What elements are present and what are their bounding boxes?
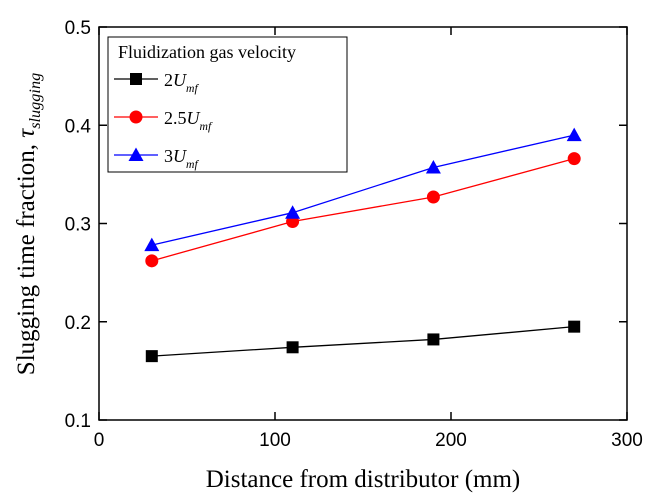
legend-marker <box>128 147 144 161</box>
marker <box>567 152 581 166</box>
legend-label: 2.5Umf <box>164 108 213 133</box>
series-line <box>151 134 575 246</box>
y-tick-label: 0.5 <box>65 18 91 39</box>
marker <box>145 350 158 363</box>
marker <box>285 205 301 219</box>
marker <box>425 159 441 174</box>
x-tick-label: 300 <box>611 430 643 451</box>
y-tick-label: 0.3 <box>65 215 91 236</box>
legend-title: Fluidization gas velocity <box>118 42 296 62</box>
legend-marker <box>130 73 142 85</box>
marker <box>426 190 440 204</box>
x-axis-label: Distance from distributor (mm) <box>206 466 521 493</box>
series-line <box>151 158 575 262</box>
marker <box>145 254 159 268</box>
y-tick-label: 0.4 <box>65 116 92 137</box>
x-tick-label: 100 <box>259 430 291 451</box>
legend-label: 3Umf <box>164 146 199 171</box>
y-tick-label: 0.1 <box>65 411 91 432</box>
series-line <box>151 326 575 357</box>
y-tick-label: 0.2 <box>65 313 91 334</box>
y-axis-label: Slugging time fraction, τslugging <box>13 73 44 375</box>
legend-box <box>107 36 348 173</box>
marker <box>427 333 440 346</box>
marker <box>286 341 299 354</box>
x-tick-label: 200 <box>435 430 467 451</box>
legend-label: 2Umf <box>164 70 199 95</box>
legend-marker <box>129 110 143 124</box>
marker <box>144 237 160 252</box>
x-tick-label: 0 <box>94 430 105 451</box>
marker <box>568 320 581 333</box>
marker <box>566 127 582 142</box>
